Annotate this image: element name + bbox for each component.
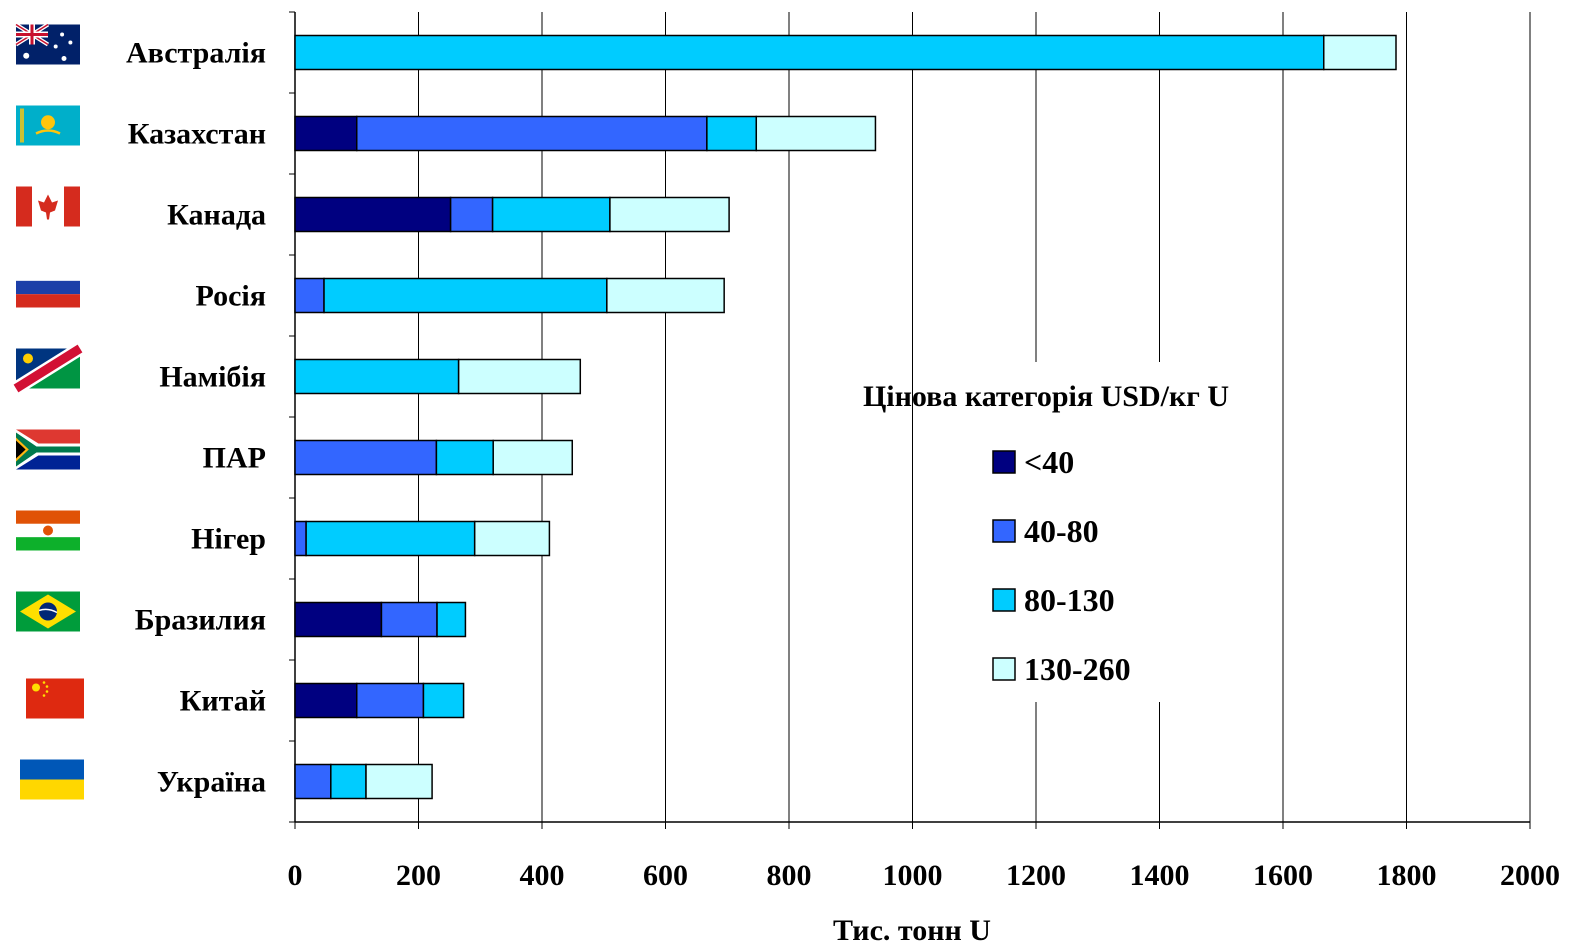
bar-segment-3-2 xyxy=(449,196,494,233)
x-tick-label-200: 200 xyxy=(396,859,441,892)
category-label-1: Австралія xyxy=(126,37,266,70)
legend-background xyxy=(913,362,1193,702)
category-label-10: Україна xyxy=(157,766,266,799)
bar-segment-8-2 xyxy=(380,601,438,638)
brazil-flag xyxy=(16,591,80,632)
category-label-7: Нігер xyxy=(191,523,266,556)
x-tick-label-1400: 1400 xyxy=(1130,859,1190,892)
legend-label-2: 40-80 xyxy=(1024,513,1099,549)
kazakhstan-flag xyxy=(16,105,80,146)
bar-segment-3-4 xyxy=(609,196,730,233)
bar-segment-6-3 xyxy=(435,439,494,476)
bar-segment-2-2 xyxy=(356,115,708,152)
x-tick-label-800: 800 xyxy=(767,859,812,892)
niger-flag xyxy=(16,510,80,551)
south-africa-flag xyxy=(16,429,80,470)
china-flag xyxy=(26,678,84,719)
x-tick-label-600: 600 xyxy=(643,859,688,892)
legend-title: Цінова категорія USD/кг U xyxy=(863,380,1229,413)
bar-segment-1-3 xyxy=(294,34,1325,71)
x-tick-label-1600: 1600 xyxy=(1253,859,1313,892)
x-tick-label-1000: 1000 xyxy=(883,859,943,892)
canada-flag xyxy=(16,186,80,227)
ukraine-flag xyxy=(20,759,84,800)
bar-segment-8-3 xyxy=(436,601,467,638)
russia-flag xyxy=(16,267,80,308)
bar-segment-10-2 xyxy=(294,763,332,800)
legend-swatch-3 xyxy=(992,588,1016,612)
bar-segment-3-1 xyxy=(294,196,452,233)
category-label-5: Намібія xyxy=(159,361,266,394)
category-label-8: Бразилия xyxy=(135,604,266,637)
bar-segment-2-3 xyxy=(706,115,758,152)
bar-segment-6-2 xyxy=(294,439,438,476)
bar-segment-7-3 xyxy=(305,520,476,557)
legend-label-1: <40 xyxy=(1024,444,1074,480)
category-label-6: ПАР xyxy=(203,442,266,475)
namibia-flag xyxy=(12,342,84,395)
bar-segment-10-3 xyxy=(330,763,367,800)
category-label-4: Росія xyxy=(196,280,266,313)
bar-segment-4-4 xyxy=(606,277,725,314)
legend-items: <40 40-80 80-130 130-260 xyxy=(992,444,1131,687)
legend-swatch-1 xyxy=(992,450,1016,474)
x-tick-labels: 0 200 400 600 800 1000 1200 1400 1600 1800 2000 xyxy=(288,859,1561,892)
bar-segment-9-1 xyxy=(294,682,358,719)
bar-segment-4-2 xyxy=(294,277,325,314)
legend-swatch-2 xyxy=(992,519,1016,543)
bar-segment-2-1 xyxy=(294,115,358,152)
category-label-3: Канада xyxy=(167,199,266,232)
bar-segment-10-4 xyxy=(365,763,433,800)
bar-segment-7-4 xyxy=(473,520,551,557)
legend-label-3: 80-130 xyxy=(1024,582,1115,618)
bar-segment-7-2 xyxy=(294,520,307,557)
bar-segment-8-1 xyxy=(294,601,383,638)
australia-flag xyxy=(14,22,80,65)
bar-segment-5-4 xyxy=(457,358,582,395)
x-tick-label-2000: 2000 xyxy=(1500,859,1560,892)
x-axis-title: Тис. тонн U xyxy=(833,914,991,947)
category-label-2: Казахстан xyxy=(128,118,266,151)
category-labels: Австралія Казахстан Канада Росія Намібія ПАР Н… xyxy=(126,37,266,799)
bar-segment-1-4 xyxy=(1323,34,1397,71)
bar-segment-3-3 xyxy=(491,196,611,233)
flags xyxy=(12,22,84,800)
legend: Цінова категорія USD/кг U <40 40-80 80-130… xyxy=(863,362,1229,702)
x-tick-label-0: 0 xyxy=(288,859,303,892)
bar-segment-9-3 xyxy=(422,682,465,719)
legend-swatch-4 xyxy=(992,657,1016,681)
bar-segment-5-3 xyxy=(294,358,460,395)
bar-segment-9-2 xyxy=(356,682,425,719)
bars xyxy=(294,34,1397,800)
bar-segment-2-4 xyxy=(755,115,877,152)
bar-segment-6-4 xyxy=(492,439,574,476)
bar-segment-4-3 xyxy=(323,277,608,314)
x-tick-label-1200: 1200 xyxy=(1006,859,1066,892)
category-label-9: Китай xyxy=(180,685,266,718)
legend-label-4: 130-260 xyxy=(1024,651,1131,687)
x-tick-label-400: 400 xyxy=(520,859,565,892)
x-tick-label-1800: 1800 xyxy=(1377,859,1437,892)
